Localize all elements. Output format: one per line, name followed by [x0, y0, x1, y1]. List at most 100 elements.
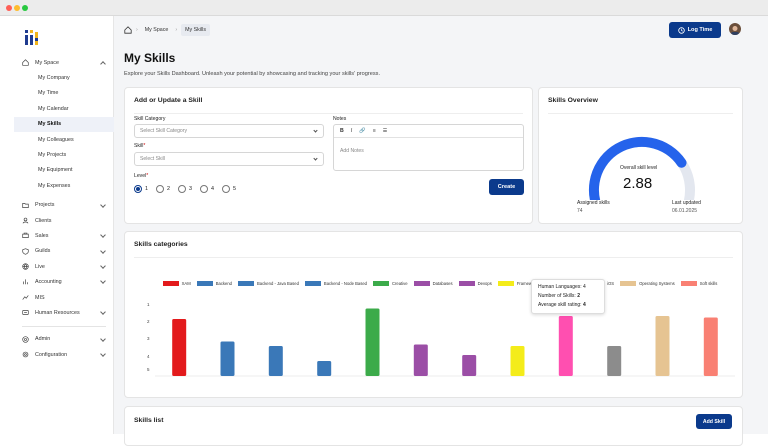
level-radio-4[interactable]: [200, 185, 208, 193]
sidebar-item-projects[interactable]: Projects: [14, 198, 114, 213]
legend-label: Databases: [432, 281, 453, 286]
legend-label: Creative: [391, 281, 408, 286]
bar-backend-java-based[interactable]: [268, 346, 283, 376]
sidebar-item-my-skills[interactable]: My Skills: [14, 116, 114, 132]
add-skill-card: Add or Update a Skill Skill Category Sel…: [124, 87, 533, 224]
bar-xam[interactable]: [172, 319, 187, 376]
avatar[interactable]: [729, 23, 741, 35]
home-icon[interactable]: [124, 26, 132, 34]
notes-editor[interactable]: B I 🔗 ≡ ☰ Add Notes: [333, 124, 524, 171]
sidebar-item-my-calendar[interactable]: My Calendar: [14, 101, 114, 116]
skills-list-title: Skills list: [134, 417, 164, 424]
link-icon[interactable]: 🔗: [359, 128, 366, 134]
skills-list-card: Skills list Add Skill: [124, 406, 743, 446]
bar-operating-systems[interactable]: [655, 316, 670, 376]
level-radio-3[interactable]: [178, 185, 186, 193]
last-updated-label: Last updated: [672, 200, 701, 206]
legend-item[interactable]: Backend - Java Based: [238, 281, 299, 286]
legend-item[interactable]: Creative: [372, 281, 408, 286]
sidebar-item-my-space[interactable]: My Space: [14, 55, 114, 70]
bullet-list-icon[interactable]: ☰: [382, 128, 388, 134]
close-window-dot[interactable]: [6, 5, 12, 11]
bar-frameworks[interactable]: [510, 346, 525, 376]
legend-item[interactable]: Frameworks: [497, 281, 540, 286]
level-radio-2[interactable]: [156, 185, 164, 193]
overall-skill-label: Overall skill level: [620, 165, 658, 171]
legend-swatch: [304, 281, 321, 286]
log-time-button[interactable]: Log Time: [669, 22, 721, 38]
legend-item[interactable]: Operating Systems: [620, 281, 675, 286]
sidebar-item-label: Accounting: [35, 279, 62, 286]
bar-devops[interactable]: [462, 355, 477, 376]
minimize-window-dot[interactable]: [14, 5, 20, 11]
sidebar-item-live[interactable]: Live: [14, 259, 114, 274]
chevron-down-icon: [100, 247, 106, 254]
add-skill-button[interactable]: Add Skill: [696, 414, 732, 429]
chevron-down-icon: [100, 351, 106, 357]
sales-icon: [22, 232, 29, 239]
italic-icon[interactable]: I: [350, 128, 353, 134]
sidebar-item-label: My Expenses: [38, 182, 71, 189]
legend-label: iOS: [607, 281, 615, 286]
legend-swatch: [238, 281, 254, 286]
legend-item[interactable]: Devops: [458, 281, 492, 286]
top-bar: › My Space › My Skills Log Time: [115, 16, 768, 45]
sidebar-item-mis[interactable]: MIS: [14, 290, 114, 305]
skill-select[interactable]: Select Skill: [134, 152, 324, 166]
tooltip-skills: Number of Skills: 2: [538, 293, 580, 299]
sidebar-item-accounting[interactable]: Accounting: [14, 274, 114, 289]
legend-item[interactable]: Databases: [413, 281, 453, 286]
legend-item[interactable]: XAM: [162, 281, 191, 286]
maximize-window-dot[interactable]: [22, 5, 28, 11]
sidebar-item-admin[interactable]: Admin: [14, 332, 114, 347]
legend-swatch: [458, 281, 475, 286]
sidebar-item-my-company[interactable]: My Company: [14, 70, 114, 85]
assigned-skills-value: 74: [577, 208, 583, 214]
ordered-list-icon[interactable]: ≡: [372, 128, 376, 134]
legend-item[interactable]: Backend - Node Based: [304, 281, 367, 286]
level-radio-group: 1 2 3 4 5: [134, 185, 241, 193]
accounting-icon: [22, 278, 29, 285]
legend-swatch: [196, 281, 213, 286]
notes-placeholder: Add Notes: [340, 148, 364, 154]
bar-backend-node-based[interactable]: [317, 361, 332, 376]
bar-creative[interactable]: [365, 308, 380, 377]
breadcrumb-my-skills: My Skills: [181, 24, 210, 36]
sidebar-item-guilds[interactable]: Guilds: [14, 244, 114, 259]
create-button[interactable]: Create: [489, 179, 524, 195]
chevron-down-icon: [100, 201, 106, 208]
y-tick-label: 2: [147, 319, 150, 324]
people-icon: [22, 309, 29, 316]
sidebar-item-configuration[interactable]: Configuration: [14, 347, 114, 362]
legend-label: Devops: [477, 281, 492, 286]
bar-databases[interactable]: [413, 344, 428, 377]
skill-category-select[interactable]: Select Skill Category: [134, 124, 324, 138]
legend-label: Backend: [215, 281, 232, 286]
sidebar-item-label: MIS: [35, 294, 45, 301]
legend-swatch: [680, 281, 697, 286]
sidebar-item-sales[interactable]: Sales: [14, 228, 114, 243]
skills-overview-card: Skills Overview Overall skill level 2.88…: [538, 87, 743, 224]
clock-icon: [677, 26, 685, 34]
sidebar-item-clients[interactable]: Clients: [14, 213, 114, 228]
chevron-down-icon: [100, 263, 106, 269]
level-radio-5[interactable]: [222, 185, 230, 193]
sidebar-item-my-projects[interactable]: My Projects: [14, 147, 114, 162]
bar-human-languages[interactable]: [558, 316, 573, 376]
sidebar-item-my-time[interactable]: My Time: [14, 86, 114, 101]
folder-icon: [22, 202, 29, 209]
level-radio-1[interactable]: [134, 185, 142, 193]
breadcrumb-my-space[interactable]: My Space: [144, 27, 169, 33]
sidebar-item-human-resources[interactable]: Human Resources: [14, 305, 114, 320]
bar-soft-skills[interactable]: [703, 317, 718, 377]
legend-item[interactable]: Soft skills: [680, 281, 717, 286]
sidebar-item-my-expenses[interactable]: My Expenses: [14, 178, 114, 193]
bar-backend[interactable]: [220, 341, 235, 377]
sidebar-item-my-equipment[interactable]: My Equipment: [14, 163, 114, 178]
legend-item[interactable]: Backend: [196, 281, 232, 286]
bold-icon[interactable]: B: [340, 128, 344, 134]
sidebar-item-my-colleagues[interactable]: My Colleagues: [14, 132, 114, 147]
breadcrumb-separator: ›: [136, 27, 138, 33]
skills-categories-card: Skills categories XAM Backend Backend - Ja…: [124, 231, 743, 398]
bar-ios[interactable]: [607, 346, 622, 376]
